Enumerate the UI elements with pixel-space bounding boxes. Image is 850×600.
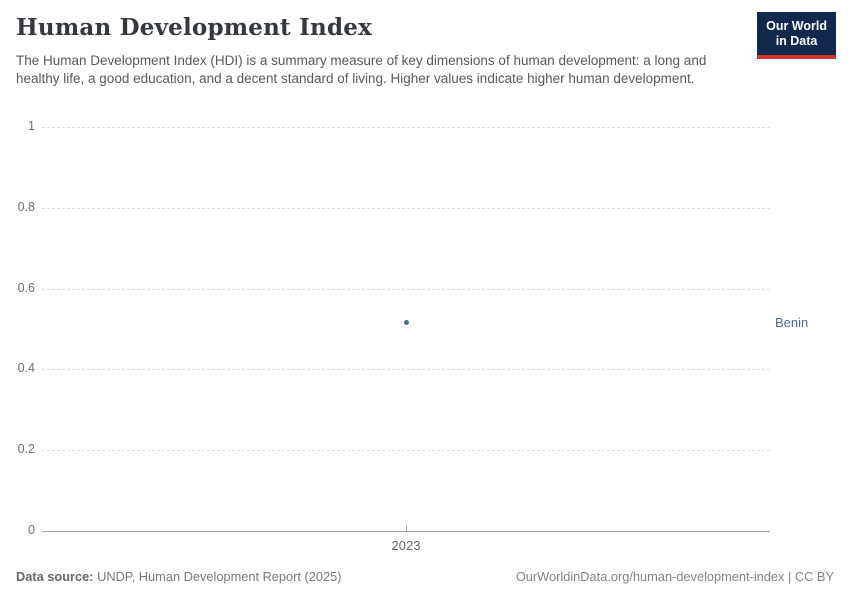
x-tick-mark: [406, 525, 407, 531]
entity-label-benin[interactable]: Benin: [775, 314, 809, 330]
y-gridline: [42, 207, 770, 209]
y-tick-label: 0.6: [17, 280, 35, 295]
owid-url-license[interactable]: OurWorldinData.org/human-development-ind…: [515, 569, 834, 584]
y-gridline: [42, 288, 770, 290]
y-gridline: [42, 450, 770, 452]
y-tick-label: 0.2: [17, 442, 35, 457]
y-tick-label: 0.8: [17, 199, 35, 214]
data-source-label: Data source:: [16, 569, 94, 584]
y-gridline: [42, 127, 770, 128]
data-source-note: Data source: UNDP, Human Development Rep…: [16, 569, 342, 584]
owid-logo[interactable]: Our World in Data: [757, 12, 836, 59]
chart-subtitle: The Human Development Index (HDI) is a s…: [16, 53, 707, 86]
data-point-benin[interactable]: [403, 320, 409, 326]
x-axis-line: [42, 531, 770, 532]
owid-logo-line2: in Data: [775, 34, 818, 48]
y-gridline: [42, 369, 770, 371]
y-tick-label: 0.4: [17, 361, 35, 376]
owid-logo-line1: Our World: [766, 19, 827, 33]
y-tick-label: 0: [28, 523, 35, 537]
data-source-text: UNDP, Human Development Report (2025): [93, 569, 342, 584]
chart-footer: Data source: UNDP, Human Development Rep…: [16, 569, 834, 584]
x-tick-label: 2023: [391, 538, 421, 553]
y-tick-label: 1: [28, 119, 35, 133]
page-title: Human Development Index: [16, 14, 372, 41]
